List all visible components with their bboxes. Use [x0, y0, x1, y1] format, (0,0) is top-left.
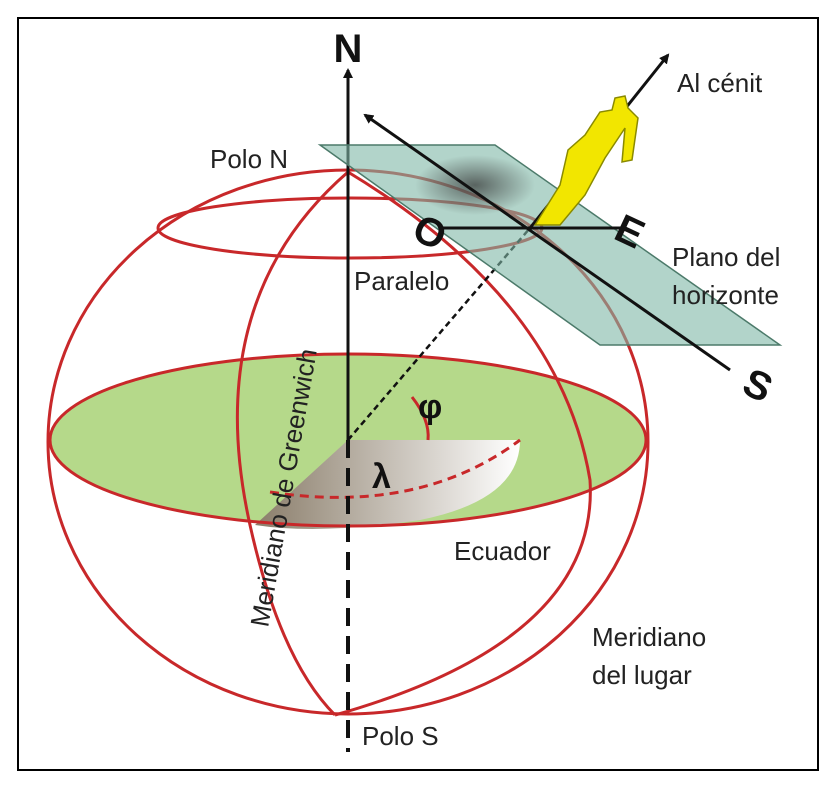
latitude-label: φ — [418, 388, 442, 426]
greenwich-meridian — [235, 170, 349, 717]
longitude-arc — [269, 438, 521, 499]
local-meridian-line — [334, 170, 592, 717]
local-meridian-label-1: Meridiano — [592, 622, 706, 652]
longitude-label: λ — [372, 458, 391, 496]
observer — [533, 95, 639, 226]
north-label: N — [334, 27, 363, 71]
parallel-label: Paralelo — [354, 266, 449, 296]
latitude-arc — [410, 396, 430, 441]
equator-label: Ecuador — [454, 536, 551, 566]
north-pole-label: Polo N — [210, 144, 288, 174]
longitude-wedge — [255, 440, 520, 529]
horizon-label-2: horizonte — [672, 280, 779, 310]
north-south-line — [363, 113, 731, 372]
horizon-label-1: Plano del — [672, 242, 780, 272]
zenith-label: Al cénit — [677, 68, 763, 98]
south-pole-label: Polo S — [362, 721, 439, 751]
local-meridian-label-2: del lugar — [592, 660, 692, 690]
